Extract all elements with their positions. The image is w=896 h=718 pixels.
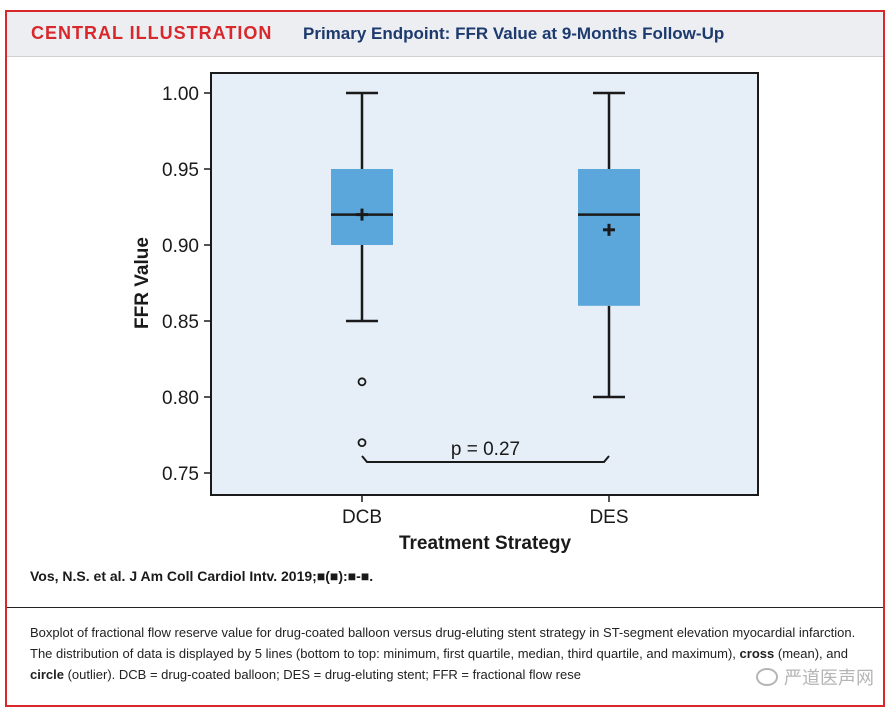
divider (7, 607, 883, 608)
p-value-label: p = 0.27 (451, 439, 520, 460)
y-tick-label: 0.95 (162, 160, 199, 181)
caption-cross: cross (739, 646, 775, 661)
figure-frame (5, 10, 885, 707)
y-tick-label: 0.90 (162, 236, 199, 257)
central-illustration-label: CENTRAL ILLUSTRATION (31, 23, 273, 43)
dcb-outlier (357, 377, 367, 387)
x-axis-title: Treatment Strategy (399, 533, 572, 554)
y-tick-label: 0.80 (162, 388, 199, 409)
caption-text-3: (outlier). DCB = drug-coated balloon; DE… (63, 667, 581, 682)
dcb-outlier (357, 438, 367, 448)
caption-text-1: Boxplot of fractional flow reserve value… (30, 625, 856, 661)
watermark-text: 严道医声网 (784, 668, 874, 688)
y-tick-label: 1.00 (162, 84, 199, 105)
y-axis-title: FFR Value (132, 237, 153, 329)
title-bar: CENTRAL ILLUSTRATION Primary Endpoint: F… (7, 12, 883, 57)
caption-circle: circle (30, 667, 64, 682)
p-value-bracket (361, 455, 610, 463)
dcb-box (331, 169, 393, 245)
figure-caption: Boxplot of fractional flow reserve value… (30, 622, 866, 685)
caption-text-2: (mean), and (774, 646, 848, 661)
figure-title: Primary Endpoint: FFR Value at 9-Months … (303, 24, 725, 43)
watermark: 严道医声网 (756, 664, 874, 690)
y-tick-label: 0.85 (162, 312, 199, 333)
wechat-icon (756, 668, 778, 686)
plot-area (210, 72, 759, 496)
x-tick-label: DES (589, 507, 628, 528)
des-box (578, 169, 640, 306)
y-tick-label: 0.75 (162, 464, 199, 485)
citation: Vos, N.S. et al. J Am Coll Cardiol Intv.… (30, 568, 374, 584)
x-tick-label: DCB (342, 507, 382, 528)
